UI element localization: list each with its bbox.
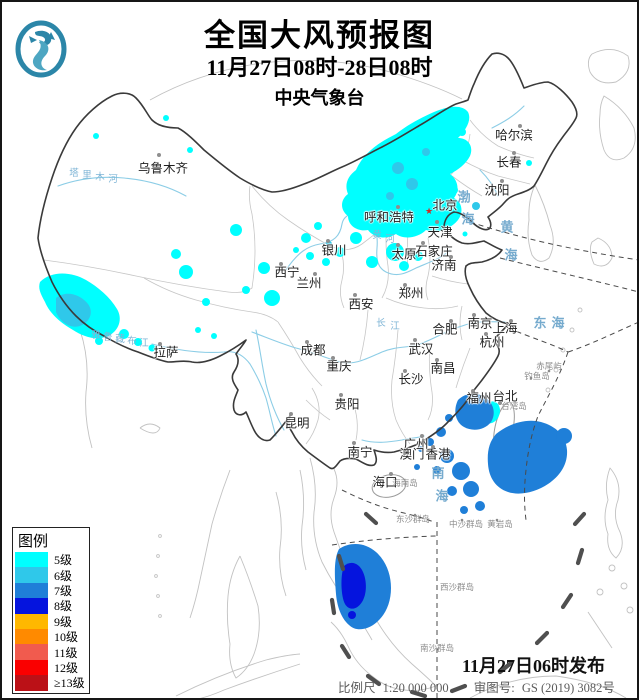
legend-swatch xyxy=(15,628,48,645)
nine-dash-line xyxy=(329,511,587,699)
maritime-dashed-lines xyxy=(331,221,639,698)
legend-item: 5级 xyxy=(13,552,89,568)
legend-swatch xyxy=(15,613,48,629)
scale-and-review-line: 比例尺 1:20 000 000 审图号: GS (2019) 3082号 xyxy=(338,677,619,696)
legend-label: 6级 xyxy=(54,568,73,583)
legend-label: 8级 xyxy=(54,599,73,614)
legend-item: 9级 xyxy=(13,613,89,629)
province-borders xyxy=(43,119,535,445)
scale-label: 比例尺 xyxy=(338,681,376,695)
neighbor-outlines xyxy=(79,49,636,700)
china-national-border xyxy=(37,52,578,470)
legend-label: ≥13级 xyxy=(54,676,85,691)
legend-item: 11级 xyxy=(13,644,89,660)
cma-dragon-logo-icon xyxy=(15,20,67,78)
legend-item: 12级 xyxy=(13,659,89,676)
legend-swatch xyxy=(15,675,48,691)
wind-area-level7 xyxy=(334,393,572,630)
legend-item: 8级 xyxy=(13,598,89,614)
legend-swatch xyxy=(15,567,48,583)
legend-item: 6级 xyxy=(13,567,89,583)
scale-value: 1:20 000 000 xyxy=(382,681,449,695)
legend-item: 10级 xyxy=(13,628,89,645)
legend-label: 5级 xyxy=(54,553,73,568)
legend-rows: 5级 6级 7级 8级 9级 10级 11级 12级 ≥13级 xyxy=(13,552,89,691)
legend-swatch xyxy=(15,659,48,676)
legend-label: 10级 xyxy=(54,630,79,645)
small-island-dots xyxy=(413,369,551,522)
review-value: GS (2019) 3082号 xyxy=(521,681,615,695)
review-label: 审图号: xyxy=(473,681,515,695)
issue-time: 11月27日06时发布 xyxy=(462,656,606,676)
legend-swatch xyxy=(15,582,48,599)
legend-title: 图例 xyxy=(18,534,49,550)
wind-scale-legend: 图例 5级 6级 7级 8级 9级 10级 11级 12级 ≥13级 xyxy=(12,527,90,694)
legend-label: 7级 xyxy=(54,583,73,598)
legend-label: 11级 xyxy=(54,645,78,660)
legend-item: 7级 xyxy=(13,582,89,599)
legend-swatch xyxy=(15,598,48,614)
legend-label: 12级 xyxy=(54,660,79,675)
legend-swatch xyxy=(15,552,48,568)
legend-swatch xyxy=(15,644,48,660)
legend-label: 9级 xyxy=(54,614,73,629)
legend-item: ≥13级 xyxy=(13,675,89,691)
wind-area-level5 xyxy=(39,106,532,424)
wind-area-level8 xyxy=(341,562,366,619)
